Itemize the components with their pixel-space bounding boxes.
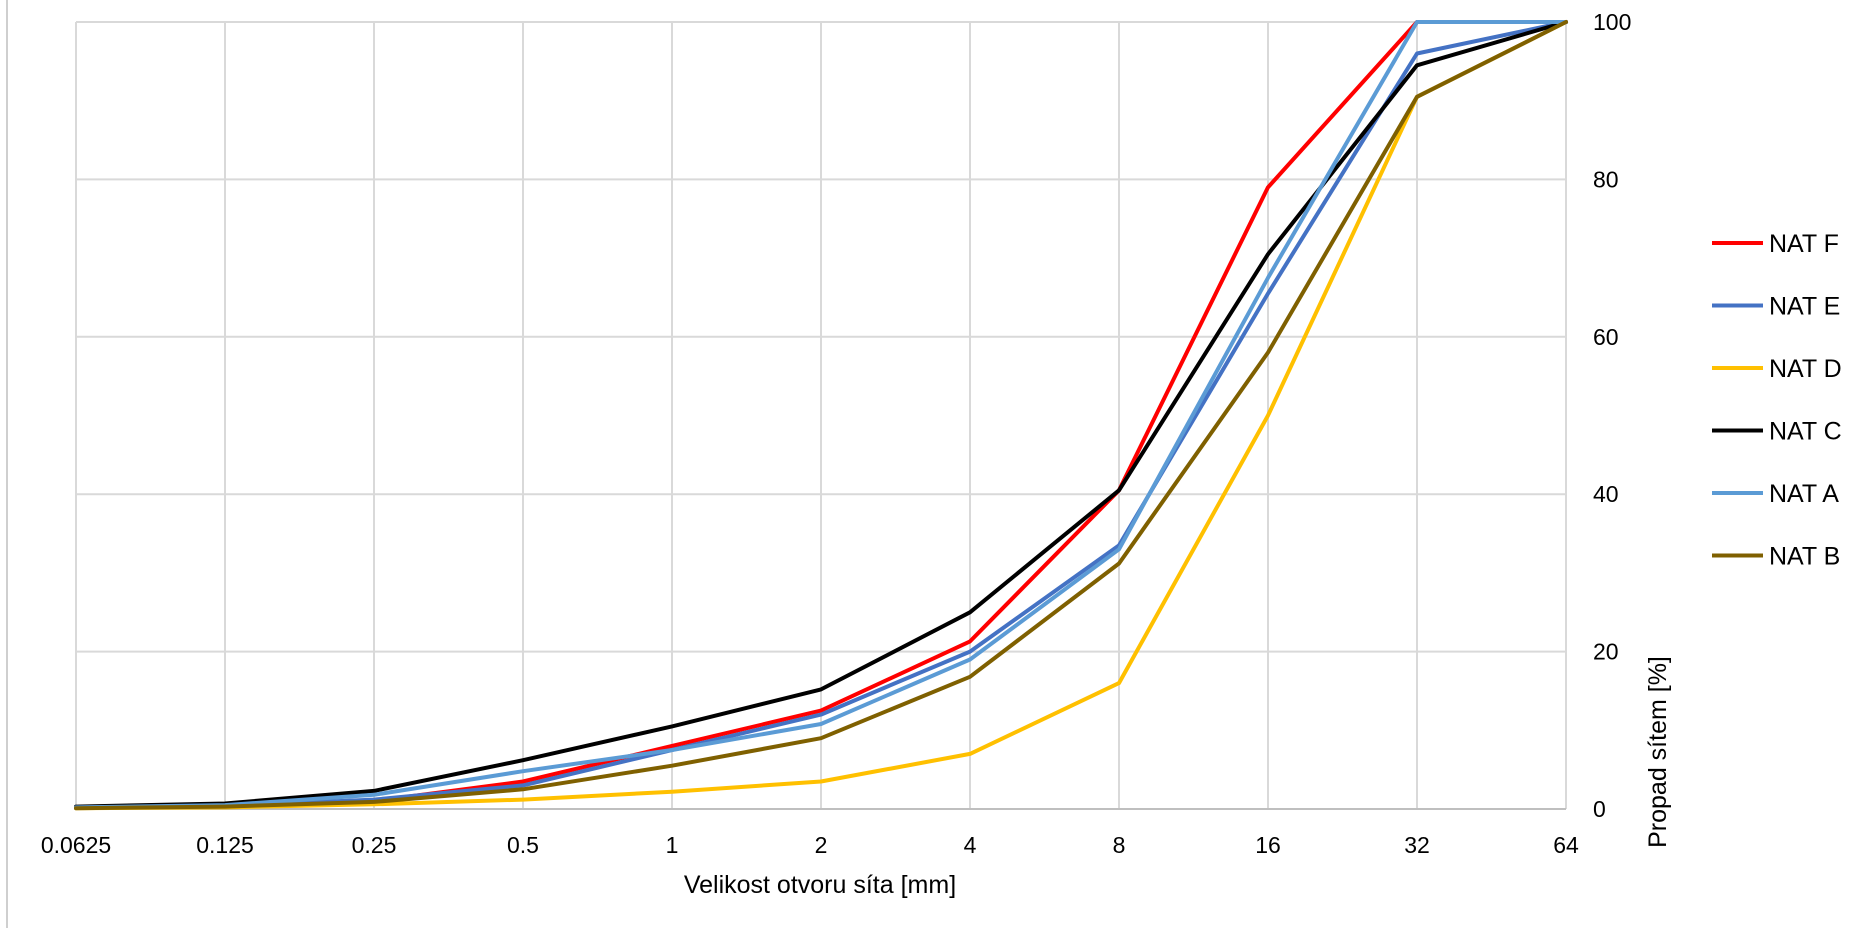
y-axis-label: Propad sítem [%] — [1644, 656, 1672, 848]
legend-label: NAT F — [1769, 230, 1839, 258]
y-tick-labels: 0 20 40 60 80 100 — [1593, 9, 1631, 822]
gridlines — [75, 21, 1567, 810]
y-tick-label: 100 — [1593, 9, 1631, 35]
y-tick-label: 0 — [1593, 796, 1606, 822]
series-line-nat-a — [74, 20, 1568, 810]
series-line-nat-b — [74, 20, 1568, 811]
y-tick-label: 80 — [1593, 166, 1619, 192]
x-tick-label: 0.5 — [507, 832, 539, 858]
x-tick-label: 64 — [1553, 832, 1579, 858]
x-tick-label: 0.25 — [352, 832, 397, 858]
legend-label: NAT B — [1769, 543, 1840, 571]
x-tick-label: 1 — [666, 832, 679, 858]
x-tick-label: 2 — [815, 832, 828, 858]
x-tick-label: 0.125 — [196, 832, 254, 858]
x-tick-label: 16 — [1255, 832, 1281, 858]
legend-label: NAT D — [1769, 355, 1842, 383]
y-tick-label: 20 — [1593, 639, 1619, 665]
legend: NAT F NAT E NAT D NAT C NAT A NAT B — [1712, 230, 1842, 571]
series-lines — [74, 20, 1568, 811]
x-tick-label: 32 — [1404, 832, 1430, 858]
legend-label: NAT E — [1769, 293, 1840, 321]
x-axis-label: Velikost otvoru síta [mm] — [684, 871, 956, 899]
legend-label: NAT A — [1769, 480, 1839, 508]
x-tick-labels: 0.0625 0.125 0.25 0.5 1 2 4 8 16 32 64 — [41, 832, 1579, 858]
x-tick-label: 0.0625 — [41, 832, 111, 858]
y-tick-label: 40 — [1593, 481, 1619, 507]
x-tick-label: 4 — [964, 832, 977, 858]
x-tick-label: 8 — [1113, 832, 1126, 858]
y-tick-label: 60 — [1593, 324, 1619, 350]
legend-label: NAT C — [1769, 418, 1842, 446]
